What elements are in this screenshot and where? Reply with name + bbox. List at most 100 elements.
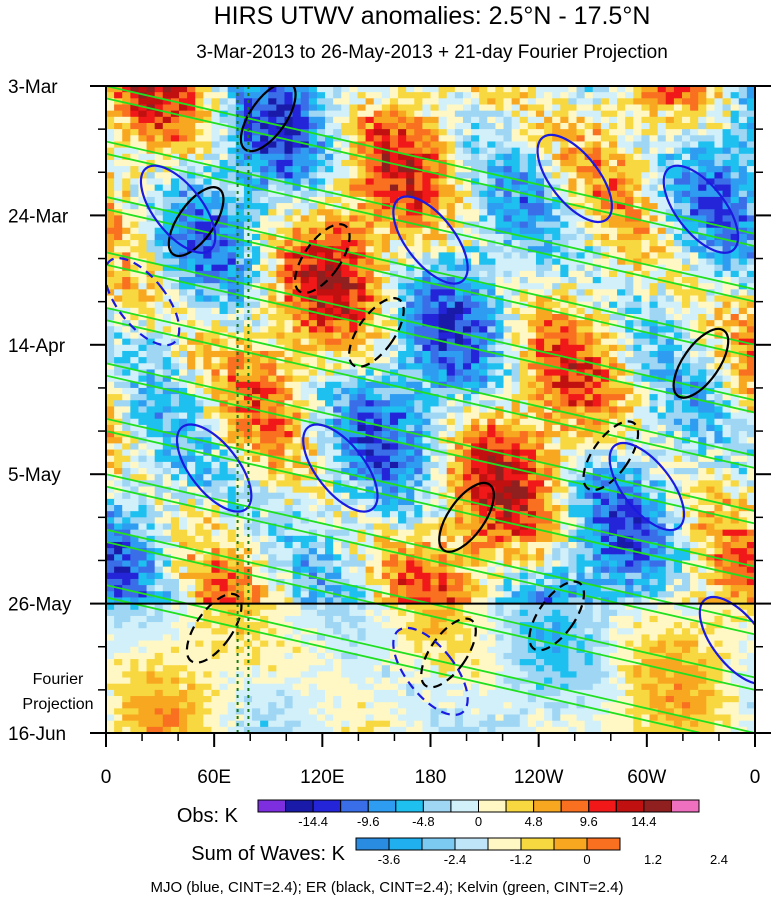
heatmap-cell — [106, 227, 115, 235]
heatmap-cell — [211, 375, 221, 383]
heatmap-cell — [406, 443, 415, 451]
heatmap-cell — [657, 418, 667, 426]
heatmap-cell — [187, 344, 196, 352]
heatmap-cell — [479, 320, 488, 327]
heatmap-cell — [268, 258, 277, 266]
heatmap-cell — [373, 141, 383, 149]
heatmap-cell — [617, 400, 626, 408]
heatmap-cell — [673, 424, 683, 432]
heatmap-cell — [446, 418, 456, 426]
heatmap-cell — [592, 295, 602, 303]
heatmap-cell — [681, 147, 691, 155]
heatmap-cell — [665, 240, 675, 247]
heatmap-cell — [633, 159, 643, 167]
heatmap-cell — [235, 258, 245, 266]
heatmap-cell — [471, 338, 480, 346]
heatmap-cell — [511, 159, 521, 167]
heatmap-cell — [373, 320, 383, 327]
heatmap-cell — [681, 431, 691, 438]
heatmap-cell — [698, 135, 707, 143]
heatmap-cell — [406, 147, 415, 155]
heatmap-cell — [600, 344, 610, 352]
heatmap-cell — [535, 350, 545, 358]
heatmap-cell — [365, 400, 375, 408]
heatmap-cell — [608, 381, 618, 389]
heatmap-cell — [592, 461, 602, 469]
heatmap-cell — [503, 357, 513, 364]
heatmap-cell — [398, 283, 407, 290]
heatmap-cell — [738, 86, 748, 93]
heatmap-cell — [446, 135, 456, 143]
heatmap-cell — [162, 110, 172, 118]
heatmap-cell — [681, 184, 691, 192]
heatmap-cell — [219, 184, 229, 192]
heatmap-cell — [722, 196, 732, 204]
heatmap-cell — [730, 190, 740, 198]
heatmap-cell — [398, 110, 407, 118]
heatmap-cell — [235, 418, 245, 426]
heatmap-cell — [454, 227, 464, 235]
heatmap-cell — [690, 344, 699, 352]
heatmap-cell — [381, 141, 391, 149]
heatmap-cell — [649, 369, 659, 377]
heatmap-cell — [560, 357, 570, 364]
heatmap-cell — [592, 135, 602, 143]
heatmap-cell — [462, 320, 472, 327]
heatmap-cell — [357, 221, 367, 229]
heatmap-cell — [308, 221, 318, 229]
heatmap-cell — [170, 258, 180, 266]
heatmap-cell — [284, 215, 294, 223]
heatmap-cell — [114, 258, 123, 266]
heatmap-cell — [608, 277, 618, 284]
heatmap-cell — [260, 159, 269, 167]
heatmap-cell — [430, 122, 440, 130]
heatmap-cell — [276, 338, 286, 346]
heatmap-cell — [568, 307, 578, 315]
heatmap-cell — [138, 277, 148, 284]
heatmap-cell — [179, 141, 188, 149]
heatmap-cell — [722, 326, 732, 334]
heatmap-cell — [600, 203, 610, 210]
heatmap-cell — [552, 301, 561, 309]
heatmap-cell — [495, 196, 505, 204]
heatmap-cell — [527, 227, 537, 235]
heatmap-cell — [690, 172, 699, 180]
heatmap-cell — [325, 344, 334, 352]
heatmap-cell — [438, 289, 448, 297]
heatmap-cell — [706, 240, 716, 247]
heatmap-cell — [462, 431, 472, 438]
heatmap-cell — [633, 418, 643, 426]
heatmap-cell — [316, 455, 326, 463]
heatmap-cell — [130, 437, 140, 444]
heatmap-cell — [114, 172, 123, 180]
heatmap-cell — [365, 227, 375, 235]
heatmap-cell — [430, 110, 440, 118]
heatmap-cell — [268, 141, 277, 149]
heatmap-cell — [357, 461, 367, 469]
heatmap-cell — [187, 178, 196, 186]
heatmap-cell — [235, 203, 245, 210]
heatmap-cell — [462, 400, 472, 408]
heatmap-cell — [454, 209, 464, 216]
heatmap-cell — [130, 418, 140, 426]
heatmap-cell — [179, 172, 188, 180]
heatmap-cell — [260, 196, 269, 204]
heatmap-cell — [665, 424, 675, 432]
heatmap-cell — [479, 369, 488, 377]
heatmap-cell — [673, 270, 683, 278]
heatmap-cell — [544, 394, 553, 401]
heatmap-cell — [300, 172, 310, 180]
heatmap-cell — [479, 283, 488, 290]
heatmap-cell — [300, 184, 310, 192]
heatmap-cell — [179, 406, 188, 414]
heatmap-cell — [406, 98, 415, 106]
heatmap-cell — [138, 363, 148, 371]
heatmap-cell — [341, 301, 350, 309]
heatmap-cell — [479, 147, 488, 155]
heatmap-cell — [487, 233, 496, 241]
heatmap-cell — [203, 449, 213, 457]
heatmap-cell — [576, 178, 586, 186]
heatmap-cell — [138, 344, 148, 352]
heatmap-cell — [722, 313, 732, 321]
heatmap-cell — [219, 307, 229, 315]
